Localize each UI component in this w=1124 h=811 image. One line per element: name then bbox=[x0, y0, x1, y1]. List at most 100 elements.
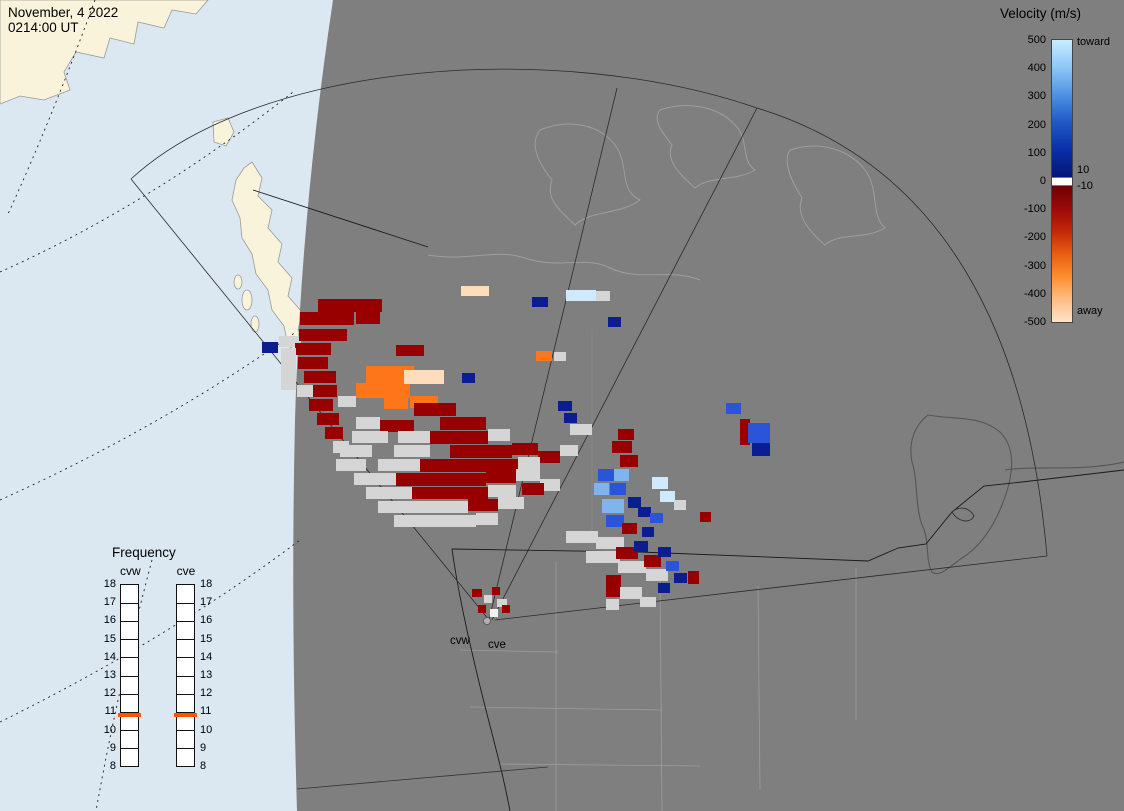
velocity-cell bbox=[642, 527, 654, 537]
velocity-cell bbox=[468, 459, 518, 472]
velocity-cell bbox=[498, 497, 524, 509]
velocity-tick-label: -400 bbox=[1023, 287, 1046, 300]
frequency-bar-tickline bbox=[121, 639, 138, 641]
velocity-cell bbox=[450, 445, 512, 458]
velocity-tick-label: -300 bbox=[1023, 259, 1046, 272]
velocity-cell bbox=[620, 455, 638, 467]
velocity-cell bbox=[299, 329, 347, 341]
velocity-cell bbox=[554, 352, 566, 361]
colorbar-away-segment bbox=[1052, 186, 1072, 322]
coastal-island bbox=[241, 289, 253, 311]
velocity-cell bbox=[338, 396, 356, 407]
frequency-tick-label: 13 bbox=[103, 669, 116, 681]
coast-right-edge bbox=[1004, 461, 1124, 471]
velocity-cell bbox=[658, 547, 671, 557]
velocity-cell bbox=[297, 385, 313, 397]
frequency-bar-cve bbox=[176, 584, 195, 767]
frequency-tick-label: 14 bbox=[200, 650, 213, 663]
frequency-bar-tickline bbox=[177, 747, 194, 749]
night-region bbox=[293, 0, 1124, 811]
velocity-tick-label: -200 bbox=[1023, 231, 1046, 244]
fov-right-edge bbox=[494, 555, 1048, 621]
velocity-cell bbox=[313, 385, 337, 397]
landmass-northwest bbox=[0, 0, 209, 105]
toward-label: toward bbox=[1077, 36, 1111, 48]
frequency-bar-tickline bbox=[121, 657, 138, 659]
frequency-tick-label: 12 bbox=[103, 687, 116, 700]
grid-arc bbox=[0, 91, 294, 273]
lake-outline bbox=[951, 507, 975, 522]
frequency-bar-tickline bbox=[121, 747, 138, 749]
velocity-cell bbox=[658, 583, 670, 593]
frequency-bar-tickline bbox=[121, 621, 138, 623]
velocity-cell bbox=[646, 569, 668, 581]
frequency-tick-label: 9 bbox=[109, 741, 116, 754]
velocity-cell bbox=[640, 597, 656, 607]
state-borders bbox=[459, 330, 857, 811]
frequency-tick-label: 10 bbox=[103, 723, 116, 736]
velocity-cell bbox=[356, 312, 380, 324]
coastal-island bbox=[233, 274, 243, 290]
velocity-cell bbox=[317, 413, 339, 425]
velocity-tick-label: 200 bbox=[1027, 118, 1046, 131]
velocity-cell bbox=[674, 500, 686, 510]
velocity-tick-label: 400 bbox=[1027, 62, 1046, 75]
arctic-island bbox=[534, 123, 641, 226]
frequency-bar-tickline bbox=[177, 657, 194, 659]
frequency-tick-label: 14 bbox=[103, 650, 116, 663]
colorbar-zero-band bbox=[1052, 177, 1072, 186]
velocity-cell bbox=[384, 398, 408, 409]
frequency-tick-label: 8 bbox=[109, 760, 116, 772]
velocity-cell bbox=[336, 459, 366, 471]
velocity-colorbar bbox=[1051, 39, 1073, 323]
velocity-cell bbox=[497, 599, 507, 607]
frequency-tick-label: 13 bbox=[200, 669, 213, 681]
velocity-cell bbox=[325, 427, 343, 439]
frequency-tick-label: 16 bbox=[103, 614, 116, 627]
velocity-cell bbox=[420, 459, 468, 472]
velocity-cell bbox=[638, 507, 651, 517]
velocity-cell bbox=[620, 587, 642, 599]
velocity-cell bbox=[394, 515, 440, 527]
velocity-cell bbox=[618, 561, 646, 573]
frequency-bar-cvw bbox=[120, 584, 139, 767]
frequency-bar-tickline bbox=[177, 729, 194, 731]
velocity-tick-label: 100 bbox=[1027, 146, 1046, 159]
us-canada-border bbox=[451, 469, 1124, 562]
frequency-bar-tickline bbox=[177, 639, 194, 641]
velocity-cell bbox=[740, 419, 750, 445]
velocity-cell bbox=[262, 342, 278, 353]
velocity-cell bbox=[396, 345, 424, 356]
velocity-cell bbox=[558, 401, 572, 411]
fov-outer-arc bbox=[756, 107, 1048, 557]
velocity-cell bbox=[440, 417, 486, 430]
frequency-tick-label: 15 bbox=[200, 632, 213, 645]
velocity-cell bbox=[366, 366, 414, 383]
arctic-coastlines bbox=[427, 105, 886, 281]
velocity-cell bbox=[356, 383, 410, 398]
colorbar-toward-segment bbox=[1052, 40, 1072, 177]
velocity-cell bbox=[452, 487, 488, 499]
velocity-cell bbox=[354, 473, 396, 485]
frequency-bar-tickline bbox=[177, 675, 194, 677]
velocity-cell bbox=[614, 469, 629, 481]
state-border bbox=[659, 573, 663, 811]
velocity-cell bbox=[660, 491, 675, 502]
velocity-cell bbox=[596, 291, 610, 301]
velocity-cell bbox=[366, 487, 412, 499]
velocity-cell bbox=[566, 290, 596, 301]
frequency-tick-label: 18 bbox=[200, 578, 213, 590]
velocity-cell bbox=[295, 343, 331, 355]
velocity-cell bbox=[468, 499, 498, 511]
velocity-cell bbox=[596, 537, 624, 549]
velocity-cell bbox=[618, 429, 634, 440]
frequency-tick-label: 11 bbox=[200, 705, 212, 718]
velocity-cell bbox=[726, 403, 741, 414]
velocity-cell bbox=[461, 286, 489, 296]
velocity-cell bbox=[472, 589, 482, 597]
velocity-cell bbox=[490, 609, 498, 617]
state-border bbox=[469, 706, 663, 711]
frequency-bar-tickline bbox=[121, 693, 138, 695]
